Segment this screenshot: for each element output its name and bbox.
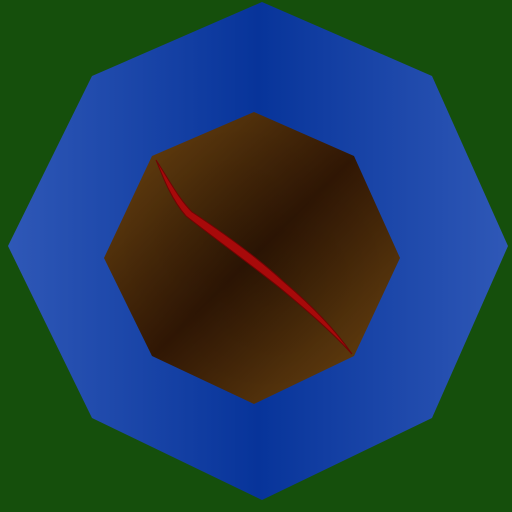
fissure-crack — [155, 159, 353, 355]
